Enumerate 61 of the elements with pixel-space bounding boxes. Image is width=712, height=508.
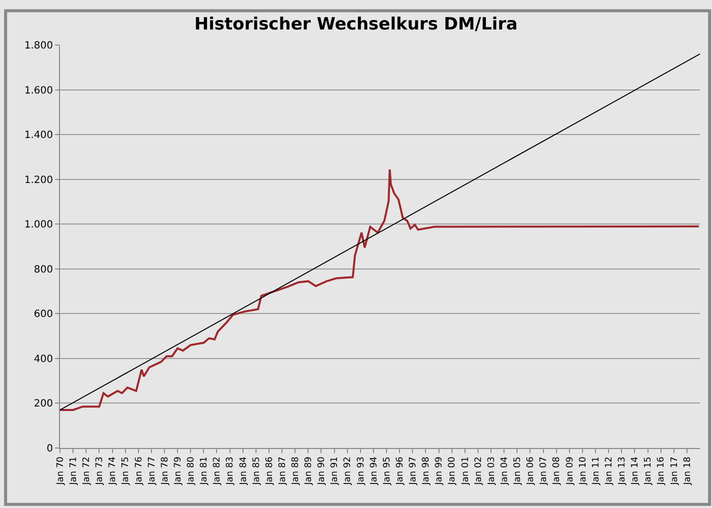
x-tick-label: Jan 14	[630, 456, 641, 486]
x-tick-label: Jan 08	[552, 456, 562, 486]
x-tick-label: Jan 74	[108, 456, 118, 486]
chart-title: Historischer Wechselkurs DM/Lira	[194, 14, 518, 35]
x-tick-label: Jan 90	[317, 456, 328, 486]
y-tick-label: 600	[34, 309, 53, 320]
y-tick-label: 200	[34, 398, 53, 410]
y-tick-label: 1.200	[24, 174, 53, 186]
y-tick-label: 1.800	[24, 40, 53, 52]
x-tick-label: Jan 11	[591, 456, 602, 486]
line-series	[60, 168, 700, 411]
x-tick-label: Jan 09	[565, 456, 576, 486]
x-tick-label: Jan 84	[238, 456, 249, 486]
x-tick-label: Jan 76	[134, 456, 144, 486]
x-tick-label: Jan 00	[448, 456, 458, 486]
y-tick-label: 1.000	[24, 220, 53, 231]
x-tick-label: Jan 07	[539, 456, 550, 486]
x-tick-label: Jan 94	[369, 456, 380, 486]
y-tick-label: 0	[46, 444, 53, 454]
x-tick-label: Jan 83	[226, 456, 236, 486]
x-tick-label: Jan 98	[422, 456, 432, 486]
x-tick-label: Jan 05	[513, 456, 524, 486]
x-tick-label: Jan 97	[408, 456, 419, 486]
x-tick-label: Jan 95	[382, 456, 392, 486]
x-tick-label: Jan 06	[526, 456, 536, 486]
x-tick-label: Jan 03	[486, 456, 497, 486]
y-tick-label: 800	[34, 264, 53, 276]
x-tick-label: Jan 15	[644, 456, 654, 486]
x-tick-label: Jan 04	[500, 456, 510, 486]
x-tick-label: Jan 87	[278, 456, 288, 486]
x-tick-label: Jan 93	[356, 456, 366, 486]
x-tick-label: Jan 78	[160, 456, 170, 486]
x-tick-label: Jan 91	[330, 456, 340, 486]
x-tick-label: Jan 16	[656, 456, 667, 486]
x-tick-label: Jan 18	[682, 456, 693, 486]
x-tick-label: Jan 99	[434, 456, 445, 486]
x-tick-label: Jan 12	[604, 456, 614, 486]
x-tick-label: Jan 81	[200, 456, 210, 486]
x-tick-label: Jan 88	[291, 456, 302, 486]
x-tick-label: Jan 02	[474, 456, 484, 486]
x-tick-label: Jan 82	[212, 456, 223, 486]
x-tick-label: Jan 72	[82, 456, 92, 486]
x-tick-label: Jan 79	[173, 456, 184, 486]
x-tick-label: Jan 77	[147, 456, 158, 486]
x-tick-label: Jan 01	[460, 456, 471, 486]
x-tick-label: Jan 73	[95, 456, 106, 486]
x-tick-label: Jan 70	[56, 456, 66, 486]
x-tick-label: Jan 96	[396, 456, 406, 486]
x-tick-label: Jan 13	[618, 456, 628, 486]
x-tick-label: Jan 71	[68, 456, 79, 486]
x-tick-label: Jan 75	[121, 456, 132, 486]
y-tick-label: 1.600	[24, 85, 53, 96]
x-tick-label: Jan 92	[343, 456, 354, 486]
x-tick-label: Jan 10	[578, 456, 588, 486]
x-tick-label: Jan 85	[252, 456, 262, 486]
y-tick-label: 400	[34, 354, 53, 365]
x-tick-label: Jan 89	[304, 456, 314, 486]
y-tick-label: 1.400	[24, 130, 53, 142]
x-tick-label: Jan 17	[670, 456, 680, 486]
x-tick-label: Jan 86	[264, 456, 275, 486]
x-tick-label: Jan 80	[186, 456, 197, 486]
